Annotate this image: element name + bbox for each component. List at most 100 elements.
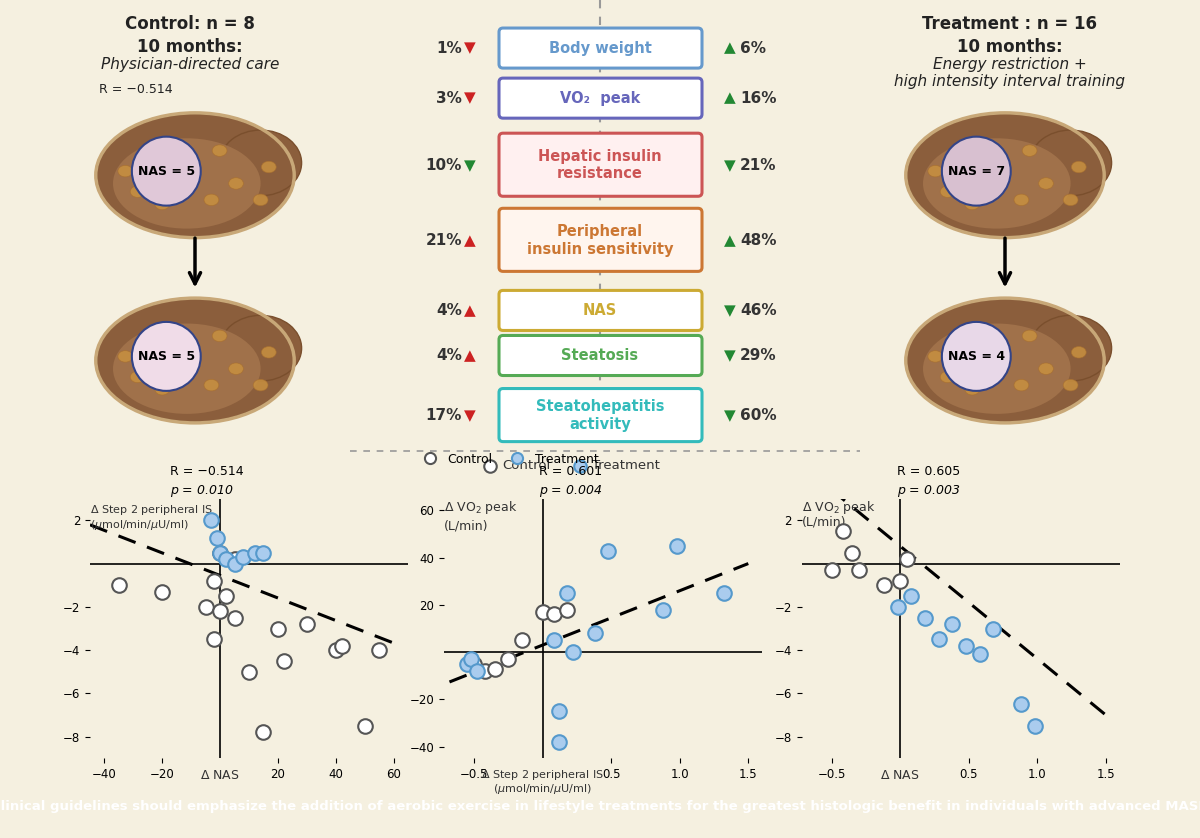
Ellipse shape (204, 194, 218, 205)
Point (1025, 719, 1044, 732)
Point (512, 634, 532, 647)
Point (956, 639, 976, 653)
Text: Body weight: Body weight (548, 40, 652, 55)
Point (586, 627, 605, 640)
Text: Control: n = 8: Control: n = 8 (125, 15, 254, 33)
Ellipse shape (220, 315, 301, 381)
Circle shape (942, 137, 1010, 205)
Ellipse shape (948, 149, 964, 160)
Text: 60%: 60% (740, 408, 776, 423)
Text: $\Delta$ Step 2 peripheral IS: $\Delta$ Step 2 peripheral IS (481, 768, 604, 782)
Text: ▼: ▼ (464, 91, 476, 106)
FancyBboxPatch shape (499, 28, 702, 68)
Ellipse shape (923, 138, 1070, 229)
Ellipse shape (941, 371, 955, 383)
Point (224, 552, 244, 566)
Point (714, 587, 733, 600)
FancyBboxPatch shape (499, 78, 702, 118)
Text: Hepatic insulin
resistance: Hepatic insulin resistance (538, 149, 662, 182)
Text: Clinical guidelines should emphasize the addition of aerobic exercise in lifesty: Clinical guidelines should emphasize the… (0, 800, 1200, 813)
Text: ▼: ▼ (724, 303, 736, 318)
Circle shape (132, 322, 200, 391)
Text: (L/min): (L/min) (444, 520, 488, 533)
Ellipse shape (262, 347, 276, 358)
Ellipse shape (204, 380, 218, 391)
Point (464, 657, 484, 670)
Text: R = 0.605: R = 0.605 (898, 465, 960, 478)
Point (269, 622, 288, 635)
Text: 4%: 4% (436, 348, 462, 363)
Ellipse shape (131, 371, 145, 383)
Text: $p$ = 0.010: $p$ = 0.010 (169, 483, 233, 499)
Ellipse shape (212, 145, 227, 157)
Ellipse shape (97, 114, 293, 237)
Point (499, 653, 518, 666)
Ellipse shape (229, 363, 244, 375)
Ellipse shape (928, 350, 943, 362)
Ellipse shape (118, 165, 133, 177)
Ellipse shape (1063, 380, 1078, 391)
Ellipse shape (113, 323, 260, 414)
Ellipse shape (113, 138, 260, 229)
Point (240, 665, 259, 679)
Point (842, 546, 862, 560)
Text: $\Delta$ VO$_2$ peak: $\Delta$ VO$_2$ peak (802, 499, 875, 515)
Text: VO₂  peak: VO₂ peak (560, 91, 640, 106)
Text: NAS = 7: NAS = 7 (948, 164, 1004, 178)
Ellipse shape (941, 186, 955, 198)
Text: $\Delta$ NAS: $\Delta$ NAS (200, 769, 240, 782)
Point (298, 618, 317, 631)
Circle shape (132, 137, 200, 205)
Text: Energy restriction +: Energy restriction + (934, 57, 1087, 72)
Ellipse shape (1030, 315, 1111, 381)
Point (254, 546, 274, 560)
Text: Physician-directed care: Physician-directed care (101, 57, 280, 72)
Point (224, 556, 244, 570)
Text: ▲: ▲ (464, 233, 476, 248)
Text: R = −0.514: R = −0.514 (98, 83, 173, 96)
Ellipse shape (982, 326, 996, 338)
Ellipse shape (262, 161, 276, 173)
Ellipse shape (907, 299, 1104, 422)
Point (898, 552, 917, 566)
Ellipse shape (253, 380, 268, 391)
Text: 17%: 17% (426, 408, 462, 423)
Point (1012, 697, 1031, 711)
Ellipse shape (97, 299, 293, 422)
Text: ▼: ▼ (464, 158, 476, 173)
Ellipse shape (1030, 130, 1111, 196)
Point (833, 525, 852, 538)
Point (485, 662, 504, 675)
Text: R = −0.514: R = −0.514 (169, 465, 244, 478)
Text: $\Delta$ VO$_2$ peak: $\Delta$ VO$_2$ peak (444, 499, 517, 515)
Text: high intensity interval training: high intensity interval training (894, 74, 1126, 89)
Ellipse shape (172, 326, 186, 338)
Point (901, 589, 920, 603)
Point (850, 563, 869, 577)
Point (457, 657, 476, 670)
Text: 16%: 16% (740, 91, 776, 106)
Text: $p$ = 0.004: $p$ = 0.004 (540, 483, 602, 499)
Ellipse shape (138, 149, 154, 160)
Text: R = 0.601: R = 0.601 (540, 465, 602, 478)
Text: ▲: ▲ (724, 233, 736, 248)
Text: (L/min): (L/min) (802, 516, 846, 529)
Point (558, 587, 577, 600)
Text: Steatohepatitis
activity: Steatohepatitis activity (535, 400, 665, 432)
Point (544, 608, 563, 621)
Ellipse shape (1014, 380, 1028, 391)
Ellipse shape (220, 130, 301, 196)
Text: NAS = 4: NAS = 4 (948, 350, 1004, 363)
Point (109, 578, 128, 592)
Point (210, 546, 229, 560)
Text: ▲: ▲ (464, 348, 476, 363)
Text: Treatment : n = 16: Treatment : n = 16 (923, 15, 1098, 33)
Text: 10%: 10% (426, 158, 462, 173)
FancyBboxPatch shape (499, 291, 702, 330)
Ellipse shape (1039, 363, 1054, 375)
Ellipse shape (172, 141, 186, 153)
Point (208, 531, 227, 545)
Text: NAS = 5: NAS = 5 (138, 350, 194, 363)
Ellipse shape (948, 334, 964, 346)
Text: ($\mu$mol/min/$\mu$U/ml): ($\mu$mol/min/$\mu$U/ml) (493, 782, 592, 796)
